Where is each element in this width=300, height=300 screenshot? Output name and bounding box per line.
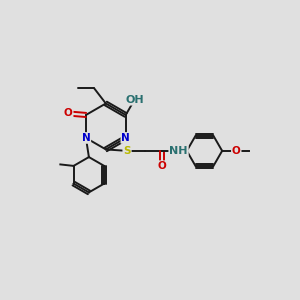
Text: N: N [121, 133, 130, 143]
Text: O: O [64, 109, 73, 118]
Text: O: O [158, 161, 167, 171]
Text: O: O [232, 146, 241, 156]
Text: N: N [82, 133, 90, 143]
Text: NH: NH [169, 146, 188, 156]
Text: S: S [123, 146, 131, 156]
Text: OH: OH [125, 95, 144, 105]
